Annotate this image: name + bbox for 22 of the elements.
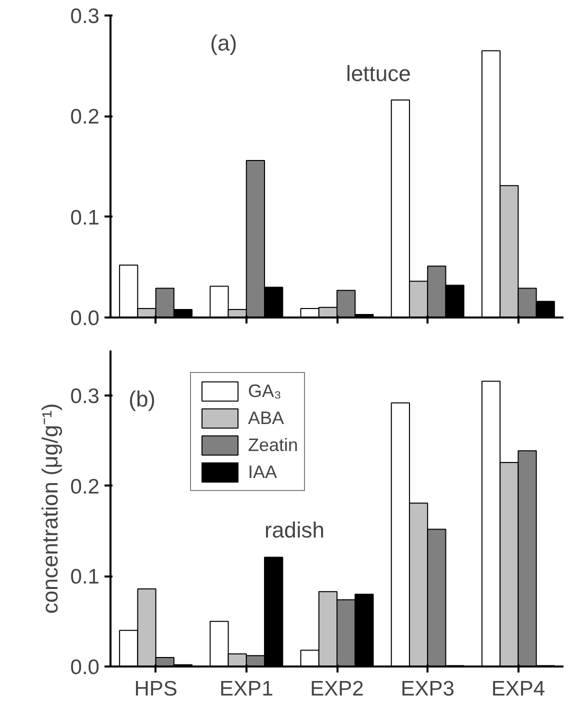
y-tick-label: 0.3 [70,385,100,408]
y-tick-label: 0.1 [70,206,100,230]
y-tick-label: 0.1 [70,566,100,589]
y-tick-label: 0.0 [70,656,100,679]
legend-label: Zeatin [248,434,298,456]
legend-label: ABA [248,408,284,428]
x-tick-label: EXP3 [400,678,454,700]
legend-label: IAA [248,462,278,482]
annotation: (b) [128,386,156,412]
legend-label: GA₃ [248,380,282,402]
x-tick-label: EXP1 [220,678,274,700]
y-tick-label: 0.2 [70,106,100,129]
x-tick-label: EXP2 [310,678,364,700]
y-tick-label: 0.3 [70,5,100,28]
annotation: lettuce [346,60,411,86]
y-tick-label: 0.0 [70,307,100,330]
y-tick-label: 0.2 [70,475,100,498]
annotation: (a) [210,30,238,56]
annotation: radish [264,518,324,543]
y-axis-title: concentration (μg/g⁻¹) [37,403,62,614]
x-tick-label: EXP4 [491,678,546,700]
x-tick-label: HPS [134,678,178,700]
